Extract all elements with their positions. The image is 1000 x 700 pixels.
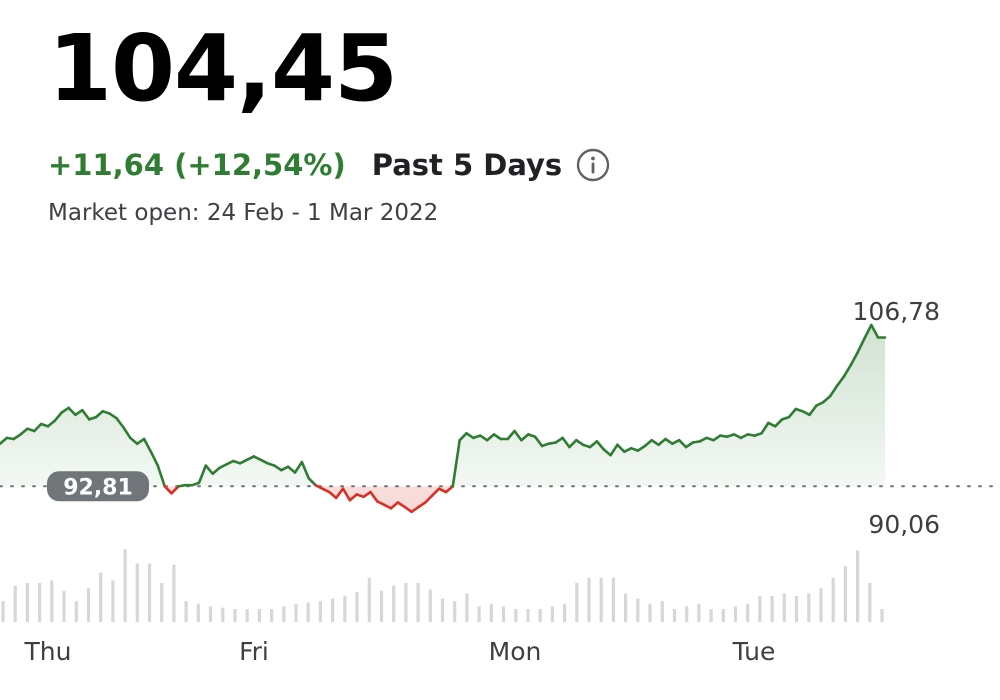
x-tick-label: Thu	[24, 637, 72, 666]
price-line-segment	[684, 441, 695, 449]
price-line-segment	[273, 464, 283, 472]
price-line-segment	[828, 384, 839, 398]
price-line-segment	[595, 440, 606, 451]
price-line-segment	[0, 436, 9, 446]
price-line-segment	[12, 433, 22, 441]
price-line-segment	[81, 408, 91, 421]
price-line-segment	[423, 494, 434, 504]
market-status: Market open: 24 Feb - 1 Mar 2022	[48, 200, 439, 226]
price-line-segment	[410, 505, 420, 514]
price-line-segment	[115, 416, 125, 429]
price-line-segment	[444, 485, 455, 494]
price-line-segment	[849, 351, 859, 367]
price-line-segment	[307, 476, 317, 487]
price-line-segment	[286, 465, 297, 474]
price-line-segment	[46, 419, 57, 428]
price-line-segment	[334, 487, 345, 500]
period-label: Past 5 Days	[371, 148, 563, 182]
area-fill-up	[0, 325, 885, 487]
price-line-segment	[211, 466, 221, 476]
price-line-segment	[417, 501, 427, 509]
price-line-segment	[492, 433, 503, 441]
x-tick-label: Fri	[239, 637, 269, 666]
price-line-segment	[389, 501, 400, 510]
price-line-segment	[554, 436, 564, 444]
price-line-segment	[760, 421, 770, 435]
price-line-segment	[863, 323, 873, 340]
price-line-segment	[327, 490, 338, 500]
price-line-segment	[787, 407, 798, 419]
price-line-segment	[60, 406, 70, 414]
price-line-segment	[664, 437, 674, 446]
low-label: 90,06	[868, 510, 940, 539]
price-line-segment	[204, 464, 214, 476]
x-tick-label: Mon	[489, 637, 542, 666]
price-line-segment	[32, 422, 43, 433]
price-line-segment	[821, 394, 832, 404]
price-line-segment	[362, 490, 372, 499]
price-line-segment	[403, 505, 413, 514]
price-line-segment	[74, 408, 84, 417]
price-line-segment	[142, 437, 153, 454]
price-line-segment	[609, 443, 619, 457]
price-line-segment	[773, 418, 784, 428]
price-line-segment	[451, 438, 462, 488]
price-line-segment	[163, 484, 173, 495]
info-icon[interactable]	[576, 148, 610, 182]
price-line-segment	[835, 375, 846, 388]
price-line-segment	[170, 485, 180, 495]
x-tick-label: Tue	[732, 637, 776, 666]
price-line-segment	[300, 460, 311, 480]
previous-close-label: 92,81	[63, 475, 133, 500]
price-line-segment	[396, 501, 407, 509]
high-label: 106,78	[853, 297, 940, 326]
price-line-segment	[856, 337, 866, 354]
price-change: +11,64 (+12,54%)	[48, 148, 346, 182]
price-line-segment	[520, 433, 530, 442]
price-line-segment	[197, 464, 208, 485]
price-line-segment	[156, 464, 166, 488]
price-line-segment	[478, 434, 489, 442]
price-line-segment	[348, 493, 359, 502]
price-line-segment	[616, 443, 626, 454]
price-line-segment	[869, 323, 880, 339]
price-line-segment	[650, 438, 660, 447]
price-line-segment	[561, 436, 571, 449]
price-line-segment	[293, 460, 304, 474]
price-line-segment	[122, 426, 132, 440]
price-line-segment	[341, 487, 352, 502]
price-line-segment	[94, 409, 105, 419]
price-line-segment	[533, 435, 544, 448]
price-line-segment	[677, 438, 688, 449]
price-line-segment	[465, 431, 475, 440]
price-line-segment	[842, 363, 853, 379]
price-line-segment	[588, 440, 599, 449]
change-row: +11,64 (+12,54%) Past 5 Days	[48, 148, 610, 182]
price-line-segment	[430, 487, 441, 497]
price-line-segment	[129, 436, 139, 446]
price-line-segment	[657, 437, 667, 447]
price-line-segment	[513, 429, 523, 442]
price-line-segment	[506, 429, 516, 441]
price-line-segment	[712, 434, 722, 442]
price: 104,45	[48, 15, 398, 122]
price-line-segment	[602, 448, 612, 457]
price-line-segment	[643, 438, 654, 448]
price-line-segment	[574, 438, 585, 447]
previous-close-badge	[47, 471, 149, 502]
price-line-segment	[458, 431, 468, 442]
price-line-segment	[636, 444, 647, 452]
price-line-segment	[369, 490, 379, 503]
price-line-segment	[568, 438, 578, 449]
price-line-segment	[485, 433, 496, 442]
price-line-segment	[53, 411, 64, 422]
price-line-segment	[19, 427, 29, 436]
price-line-segment	[149, 450, 160, 467]
price-line-segment	[135, 437, 146, 446]
price-line-segment	[67, 406, 77, 417]
price-line-segment	[108, 412, 118, 420]
price-line-segment	[808, 404, 818, 417]
